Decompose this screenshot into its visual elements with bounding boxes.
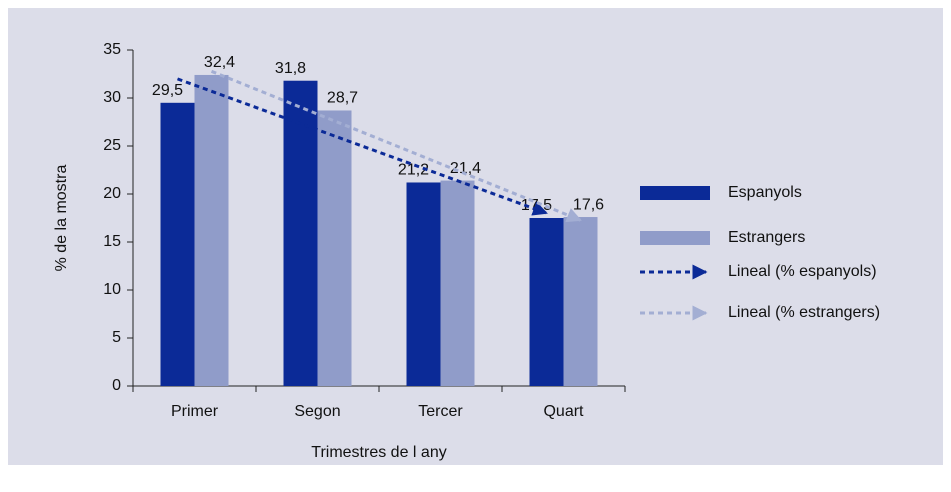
data-label: 21,4 <box>450 160 481 177</box>
x-axis-title: Trimestres de l any <box>311 444 446 461</box>
bar <box>529 218 564 386</box>
y-tick-label: 25 <box>103 137 121 154</box>
bar <box>194 74 229 387</box>
legend-label: Estrangers <box>728 229 805 246</box>
legend-swatch <box>640 186 710 200</box>
y-tick-label: 30 <box>103 89 121 106</box>
bar <box>317 110 352 386</box>
bar <box>563 217 598 386</box>
data-label: 29,5 <box>152 82 183 99</box>
y-tick-label: 10 <box>103 281 121 298</box>
y-tick-label: 20 <box>103 185 121 202</box>
y-tick-label: 35 <box>103 41 121 58</box>
x-tick-label: Quart <box>543 403 584 420</box>
trend-line <box>176 77 548 216</box>
legend-label: Espanyols <box>728 184 802 201</box>
data-label: 21,2 <box>398 162 429 179</box>
y-tick-label: 5 <box>112 329 121 346</box>
x-tick-label: Tercer <box>418 403 463 420</box>
data-label: 17,6 <box>573 196 604 213</box>
bar <box>283 80 318 386</box>
legend-label: Lineal (% estrangers) <box>728 304 880 321</box>
bar <box>440 180 475 386</box>
data-label: 32,4 <box>204 54 235 71</box>
data-label: 31,8 <box>275 60 306 77</box>
y-tick-label: 0 <box>112 377 121 394</box>
x-tick-label: Segon <box>294 403 340 420</box>
y-axis-title: % de la mostra <box>53 165 70 272</box>
y-tick-label: 15 <box>103 233 121 250</box>
bar <box>160 102 195 387</box>
data-label: 28,7 <box>327 90 358 107</box>
x-tick-label: Primer <box>171 403 219 420</box>
trend-line <box>210 69 582 223</box>
legend-swatch <box>640 231 710 245</box>
legend-label: Lineal (% espanyols) <box>728 263 877 280</box>
bar <box>406 182 441 386</box>
